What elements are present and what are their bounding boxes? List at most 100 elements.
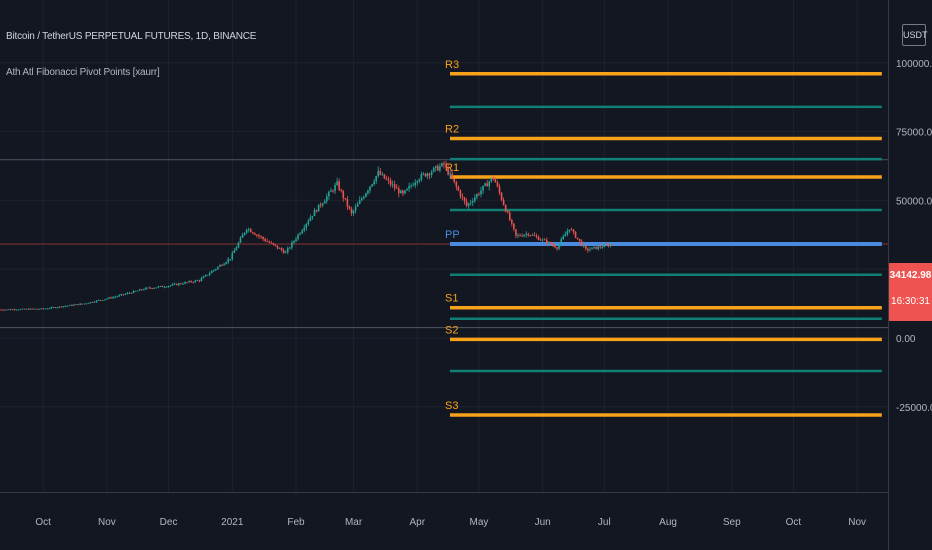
candle-body [124, 293, 127, 295]
candle-body [3, 309, 5, 311]
candle-body [249, 229, 252, 233]
candle-body [188, 281, 190, 283]
candle-body [352, 210, 355, 214]
candle-body [282, 250, 285, 253]
currency-button[interactable]: USDT [902, 24, 928, 46]
candle-body [508, 212, 511, 221]
candle-body [264, 239, 266, 242]
candle-body [64, 306, 67, 307]
indicator-title[interactable]: Ath Atl Fibonacci Pivot Points [xaurr] [6, 67, 160, 78]
candle-body [572, 229, 575, 232]
candle-body [217, 266, 219, 269]
candle-body [5, 309, 7, 311]
candle-body [313, 210, 316, 216]
candle-body [13, 309, 16, 311]
candle-body [190, 281, 192, 282]
candle-body [591, 247, 593, 250]
candle-body [457, 186, 460, 191]
candle-body [130, 292, 133, 294]
price-axis-label: 75000.00 [896, 128, 932, 139]
candle-body [95, 300, 98, 302]
candle-body [513, 223, 515, 230]
candle-body [151, 288, 153, 289]
candle-body [358, 200, 361, 204]
candle-body [54, 307, 57, 309]
candle-body [484, 183, 486, 186]
candle-body [311, 215, 314, 218]
candle-body [523, 234, 525, 237]
candle-body [1, 309, 3, 311]
candle-body [467, 203, 470, 206]
candle-body [178, 283, 180, 286]
candle-body [297, 234, 299, 239]
candle-body [459, 190, 462, 197]
candle-body [161, 285, 164, 287]
candle-body [461, 196, 464, 198]
candle-body [256, 234, 258, 236]
candle-body [79, 303, 81, 305]
candle-body [108, 297, 110, 299]
pivot-label-s3: S3 [445, 400, 458, 412]
candle-body [599, 246, 602, 248]
time-axis-label: Feb [287, 517, 305, 528]
candle-body [52, 307, 55, 309]
candle-body [552, 244, 554, 246]
candle-body [402, 190, 404, 194]
candle-body [110, 297, 112, 299]
candle-body [204, 274, 207, 277]
symbol-title[interactable]: Bitcoin / TetherUS PERPETUAL FUTURES, 1D… [6, 31, 257, 42]
candle-body [480, 190, 482, 195]
pivot-label-s2: S2 [445, 324, 458, 336]
candle-body [328, 191, 330, 197]
candle-body [535, 235, 538, 237]
candle-body [75, 304, 77, 306]
candle-body [91, 302, 94, 303]
candle-body [406, 188, 408, 191]
candle-body [175, 283, 178, 286]
candle-body [375, 175, 377, 182]
candle-body [550, 242, 552, 245]
candle-body [132, 290, 135, 294]
candle-body [611, 244, 614, 246]
candle-body [159, 285, 162, 287]
candle-body [395, 188, 398, 189]
candle-body [529, 235, 532, 237]
candle-body [439, 166, 441, 171]
candle-body [346, 199, 349, 207]
candle-body [276, 245, 279, 249]
candle-body [418, 179, 421, 182]
candle-body [126, 293, 129, 294]
candle-body [44, 308, 47, 310]
candle-body [167, 285, 170, 287]
candle-body [83, 303, 86, 305]
candle-body [597, 246, 599, 249]
candle-body [11, 309, 14, 311]
candle-body [36, 308, 38, 310]
candle-body [286, 248, 289, 253]
candle-body [291, 242, 293, 248]
candle-body [582, 245, 585, 247]
candle-body [196, 280, 199, 282]
candle-body [116, 296, 118, 298]
candle-body [145, 287, 147, 290]
candle-body [278, 248, 281, 250]
candle-body [301, 230, 303, 234]
candle-body [430, 171, 433, 175]
candle-body [496, 182, 499, 187]
candle-body [293, 241, 295, 243]
candle-body [570, 229, 573, 231]
candle-body [445, 164, 447, 167]
candle-body [77, 304, 79, 306]
candle-body [153, 287, 155, 289]
candle-body [194, 280, 197, 283]
candle-body [593, 246, 595, 248]
bar-countdown: 16:30:31 [891, 296, 930, 307]
candle-body [299, 233, 301, 235]
candle-body [502, 199, 505, 206]
candle-body [274, 244, 277, 246]
candle-body [393, 184, 396, 189]
candle-body [367, 190, 369, 194]
candle-body [21, 308, 24, 310]
candle-body [223, 263, 225, 266]
